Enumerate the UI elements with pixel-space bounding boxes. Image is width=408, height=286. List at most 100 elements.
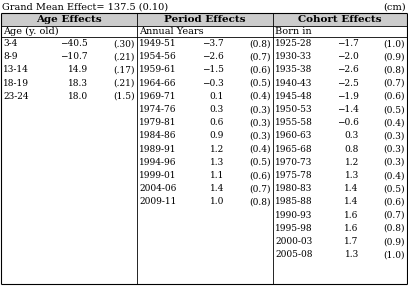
Text: (0.8): (0.8) — [384, 65, 405, 74]
Text: 18.0: 18.0 — [68, 92, 88, 101]
Text: (0.3): (0.3) — [384, 132, 405, 140]
Text: (0.8): (0.8) — [384, 224, 405, 233]
Text: (0.3): (0.3) — [384, 145, 405, 154]
Text: 1945-48: 1945-48 — [275, 92, 313, 101]
Bar — [1, 13, 137, 26]
Text: (0.7): (0.7) — [250, 52, 271, 61]
Text: 1940-43: 1940-43 — [275, 79, 313, 88]
Text: (0.6): (0.6) — [384, 92, 405, 101]
Text: (0.7): (0.7) — [250, 184, 271, 193]
Text: (0.4): (0.4) — [250, 92, 271, 101]
Text: (0.9): (0.9) — [384, 237, 405, 246]
Text: 3-4: 3-4 — [3, 39, 18, 48]
Text: 1999-01: 1999-01 — [139, 171, 177, 180]
Text: (0.3): (0.3) — [384, 158, 405, 167]
Text: 1979-81: 1979-81 — [139, 118, 177, 127]
Text: −2.6: −2.6 — [337, 65, 359, 74]
Text: Annual Years: Annual Years — [139, 27, 204, 36]
Text: 14.9: 14.9 — [68, 65, 88, 74]
Text: 2000-03: 2000-03 — [275, 237, 312, 246]
Text: 1965-68: 1965-68 — [275, 145, 313, 154]
Text: 1949-51: 1949-51 — [139, 39, 177, 48]
Text: (0.7): (0.7) — [384, 79, 405, 88]
Text: 1935-38: 1935-38 — [275, 65, 313, 74]
Text: Grand Mean Effect= 137.5 (0.10): Grand Mean Effect= 137.5 (0.10) — [2, 3, 168, 11]
Text: 1.3: 1.3 — [344, 171, 359, 180]
Text: (0.6): (0.6) — [384, 198, 405, 206]
Text: (.21): (.21) — [113, 79, 135, 88]
Text: 1.0: 1.0 — [210, 198, 224, 206]
Text: Cohort Effects: Cohort Effects — [298, 15, 382, 24]
Text: 1.2: 1.2 — [210, 145, 224, 154]
Text: 2005-08: 2005-08 — [275, 250, 313, 259]
Text: 1.4: 1.4 — [344, 184, 359, 193]
Text: (0.3): (0.3) — [250, 132, 271, 140]
Text: 1.6: 1.6 — [344, 224, 359, 233]
Text: 1960-63: 1960-63 — [275, 132, 313, 140]
Text: (0.5): (0.5) — [249, 158, 271, 167]
Text: 0.3: 0.3 — [344, 132, 359, 140]
Text: 1975-78: 1975-78 — [275, 171, 313, 180]
Text: (0.5): (0.5) — [249, 79, 271, 88]
Text: (0.4): (0.4) — [250, 145, 271, 154]
Text: 1984-86: 1984-86 — [139, 132, 177, 140]
Text: (0.4): (0.4) — [384, 171, 405, 180]
Text: 1.1: 1.1 — [210, 171, 224, 180]
Text: 0.3: 0.3 — [210, 105, 224, 114]
Text: (.17): (.17) — [113, 65, 135, 74]
Text: (0.4): (0.4) — [384, 118, 405, 127]
Text: 1990-93: 1990-93 — [275, 211, 313, 220]
Bar — [273, 13, 407, 26]
Text: 1985-88: 1985-88 — [275, 198, 313, 206]
Text: 1930-33: 1930-33 — [275, 52, 312, 61]
Text: (0.3): (0.3) — [250, 105, 271, 114]
Text: 1969-71: 1969-71 — [139, 92, 177, 101]
Text: 2004-06: 2004-06 — [139, 184, 176, 193]
Text: Age Effects: Age Effects — [36, 15, 102, 24]
Text: 0.1: 0.1 — [210, 92, 224, 101]
Text: 1.2: 1.2 — [344, 158, 359, 167]
Text: (0.8): (0.8) — [250, 39, 271, 48]
Text: −1.9: −1.9 — [337, 92, 359, 101]
Text: 0.9: 0.9 — [210, 132, 224, 140]
Text: −2.0: −2.0 — [337, 52, 359, 61]
Bar — [137, 13, 273, 26]
Text: 0.6: 0.6 — [210, 118, 224, 127]
Text: −2.5: −2.5 — [337, 79, 359, 88]
Text: (0.5): (0.5) — [384, 184, 405, 193]
Text: 1.3: 1.3 — [210, 158, 224, 167]
Text: (0.6): (0.6) — [250, 65, 271, 74]
Text: −3.7: −3.7 — [202, 39, 224, 48]
Text: (0.7): (0.7) — [384, 211, 405, 220]
Text: 1995-98: 1995-98 — [275, 224, 313, 233]
Text: −0.6: −0.6 — [337, 118, 359, 127]
Text: 18.3: 18.3 — [68, 79, 88, 88]
Text: 1.6: 1.6 — [344, 211, 359, 220]
Text: (1.5): (1.5) — [113, 92, 135, 101]
Text: −2.6: −2.6 — [202, 52, 224, 61]
Text: 1980-83: 1980-83 — [275, 184, 313, 193]
Text: (cm): (cm) — [384, 3, 406, 11]
Text: 8-9: 8-9 — [3, 52, 18, 61]
Text: 2009-11: 2009-11 — [139, 198, 176, 206]
Text: 1994-96: 1994-96 — [139, 158, 177, 167]
Text: −10.7: −10.7 — [60, 52, 88, 61]
Text: 1950-53: 1950-53 — [275, 105, 313, 114]
Text: 1959-61: 1959-61 — [139, 65, 177, 74]
Text: −0.3: −0.3 — [202, 79, 224, 88]
Text: 1964-66: 1964-66 — [139, 79, 177, 88]
Text: (0.9): (0.9) — [384, 52, 405, 61]
Text: 23-24: 23-24 — [3, 92, 29, 101]
Text: (.30): (.30) — [113, 39, 135, 48]
Text: 1970-73: 1970-73 — [275, 158, 313, 167]
Text: 1954-56: 1954-56 — [139, 52, 177, 61]
Text: 1925-28: 1925-28 — [275, 39, 313, 48]
Text: 1974-76: 1974-76 — [139, 105, 177, 114]
Text: 13-14: 13-14 — [3, 65, 29, 74]
Text: (.21): (.21) — [113, 52, 135, 61]
Text: 1.4: 1.4 — [210, 184, 224, 193]
Text: (0.3): (0.3) — [250, 118, 271, 127]
Text: −1.4: −1.4 — [337, 105, 359, 114]
Text: (1.0): (1.0) — [384, 39, 405, 48]
Text: −40.5: −40.5 — [60, 39, 88, 48]
